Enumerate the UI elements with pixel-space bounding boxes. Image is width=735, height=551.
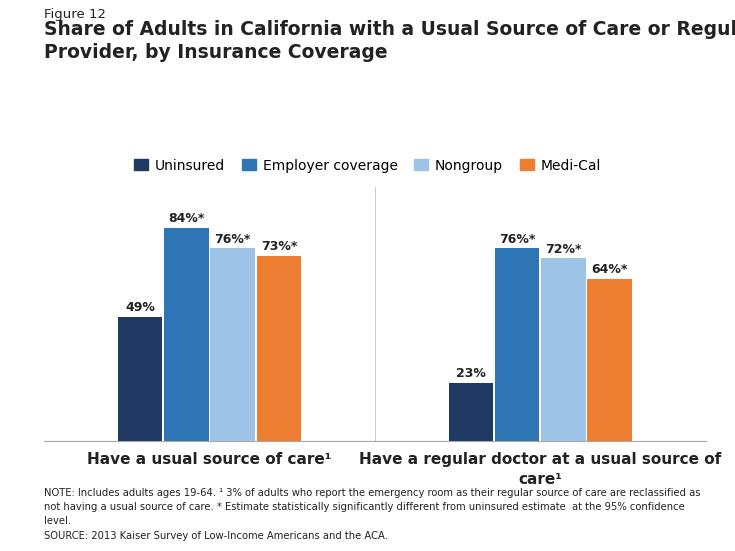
Text: 76%*: 76%* — [215, 233, 251, 246]
Text: 72%*: 72%* — [545, 243, 581, 256]
Bar — [448, 382, 493, 441]
Bar — [541, 258, 586, 441]
Text: 76%*: 76%* — [499, 233, 535, 246]
Bar — [210, 248, 255, 441]
Text: Figure 12: Figure 12 — [44, 8, 106, 21]
Text: 49%: 49% — [125, 301, 155, 314]
Text: FAMILY: FAMILY — [634, 522, 686, 535]
Text: 84%*: 84%* — [168, 212, 204, 225]
Bar — [495, 248, 539, 441]
Text: Have a regular doctor at a usual source of
care¹: Have a regular doctor at a usual source … — [359, 452, 721, 487]
Text: 73%*: 73%* — [261, 240, 297, 253]
Text: SOURCE: 2013 Kaiser Survey of Low-Income Americans and the ACA.: SOURCE: 2013 Kaiser Survey of Low-Income… — [44, 531, 388, 541]
Legend: Uninsured, Employer coverage, Nongroup, Medi-Cal: Uninsured, Employer coverage, Nongroup, … — [129, 153, 606, 178]
Text: Share of Adults in California with a Usual Source of Care or Regular
Provider, b: Share of Adults in California with a Usu… — [44, 20, 735, 62]
Text: 23%: 23% — [456, 367, 486, 380]
Text: not having a usual source of care. * Estimate statistically significantly differ: not having a usual source of care. * Est… — [44, 502, 685, 512]
Text: NOTE: Includes adults ages 19-64. ¹ 3% of adults who report the emergency room a: NOTE: Includes adults ages 19-64. ¹ 3% o… — [44, 488, 700, 498]
Text: THE HENRY J.: THE HENRY J. — [639, 503, 681, 508]
Bar — [118, 317, 162, 441]
Bar — [164, 228, 209, 441]
Text: 64%*: 64%* — [592, 263, 628, 276]
Text: FOUNDATION: FOUNDATION — [631, 536, 689, 544]
Text: level.: level. — [44, 516, 71, 526]
Text: Have a usual source of care¹: Have a usual source of care¹ — [87, 452, 331, 467]
Text: KAISER: KAISER — [633, 510, 686, 523]
Bar — [587, 279, 632, 441]
Bar — [257, 256, 301, 441]
